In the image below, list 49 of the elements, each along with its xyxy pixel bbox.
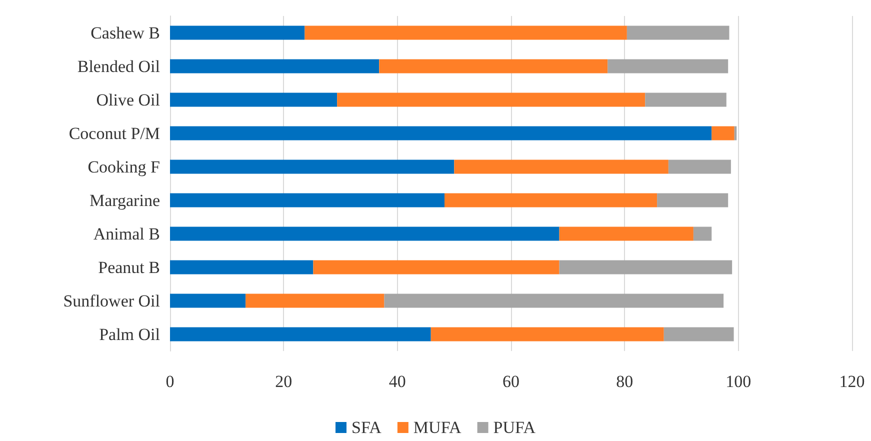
x-tick-label: 120	[839, 372, 865, 391]
x-tick-label: 100	[726, 372, 752, 391]
x-tick-label: 40	[388, 372, 406, 391]
bar	[657, 193, 728, 208]
bar	[170, 260, 314, 274]
bar	[304, 26, 627, 40]
bar	[668, 160, 731, 174]
y-tick-label: Cashew B	[90, 23, 160, 42]
y-tick-label: Olive Oil	[96, 90, 160, 110]
y-tick-label: Animal B	[93, 224, 160, 244]
y-tick-label: Sunflower Oil	[63, 291, 160, 310]
y-tick-label: Cooking F	[88, 157, 160, 176]
bar	[313, 260, 560, 274]
bar	[712, 126, 734, 140]
x-tick-label: 0	[166, 372, 174, 391]
bar	[608, 59, 728, 74]
legend-label: SFA	[352, 418, 382, 437]
y-tick-label: Palm Oil	[99, 324, 160, 344]
legend-label: PUFA	[493, 418, 536, 437]
x-tick-label: 60	[502, 372, 520, 391]
bar	[170, 294, 246, 308]
bar	[379, 59, 608, 74]
bar	[430, 327, 664, 342]
y-tick-label: Coconut P/M	[68, 124, 160, 143]
bar	[559, 226, 694, 241]
bar	[444, 193, 658, 208]
bar	[645, 92, 726, 107]
bar	[664, 327, 734, 342]
y-tick-label: Peanut B	[98, 258, 160, 277]
y-tick-label: Blended Oil	[77, 56, 160, 76]
bar	[454, 160, 668, 174]
legend-label: MUFA	[413, 418, 462, 437]
bar	[693, 226, 712, 241]
bar	[559, 260, 732, 274]
bar	[170, 226, 560, 241]
x-tick-label: 20	[275, 372, 292, 391]
bar	[337, 92, 646, 107]
bar	[170, 327, 431, 342]
bar	[170, 160, 454, 174]
bar	[246, 294, 384, 308]
bar	[170, 59, 380, 74]
bar	[384, 294, 724, 308]
bar	[170, 126, 712, 140]
x-tick-label: 80	[616, 372, 634, 391]
y-tick-label: Margarine	[90, 190, 160, 210]
bar	[170, 92, 338, 107]
bar	[170, 193, 445, 208]
bar	[626, 26, 730, 40]
bar	[170, 26, 305, 40]
